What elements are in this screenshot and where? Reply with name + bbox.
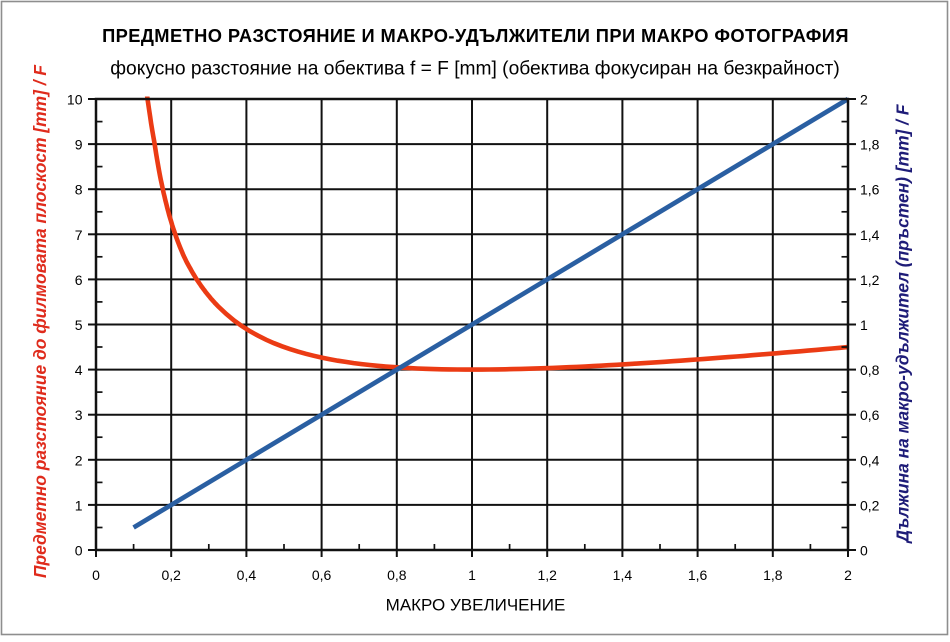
svg-text:10: 10 xyxy=(67,92,83,108)
svg-text:0,8: 0,8 xyxy=(860,362,880,378)
svg-text:Дължина на макро-удължител (пр: Дължина на макро-удължител (пръстен) [mm… xyxy=(893,104,913,544)
svg-text:4: 4 xyxy=(75,362,83,378)
svg-text:2: 2 xyxy=(75,452,83,468)
svg-text:0: 0 xyxy=(92,567,100,583)
svg-text:0,8: 0,8 xyxy=(387,567,407,583)
svg-text:0,4: 0,4 xyxy=(860,452,880,468)
svg-text:ПРЕДМЕТНО РАЗСТОЯНИЕ И МАКРО-У: ПРЕДМЕТНО РАЗСТОЯНИЕ И МАКРО-УДЪЛЖИТЕЛИ … xyxy=(102,25,849,46)
svg-text:7: 7 xyxy=(75,227,83,243)
svg-text:0,2: 0,2 xyxy=(161,567,181,583)
svg-text:1: 1 xyxy=(860,317,868,333)
svg-text:5: 5 xyxy=(75,317,83,333)
svg-text:1,4: 1,4 xyxy=(860,227,880,243)
svg-text:1,6: 1,6 xyxy=(688,567,708,583)
svg-text:1,2: 1,2 xyxy=(860,272,880,288)
svg-text:2: 2 xyxy=(860,92,868,108)
svg-text:0,2: 0,2 xyxy=(860,497,880,513)
svg-text:6: 6 xyxy=(75,272,83,288)
svg-text:2: 2 xyxy=(844,567,852,583)
svg-text:0: 0 xyxy=(75,543,83,559)
svg-text:0: 0 xyxy=(860,543,868,559)
svg-text:МАКРО УВЕЛИЧЕНИЕ: МАКРО УВЕЛИЧЕНИЕ xyxy=(386,596,566,615)
svg-text:3: 3 xyxy=(75,407,83,423)
svg-text:0,4: 0,4 xyxy=(237,567,257,583)
svg-text:1,6: 1,6 xyxy=(860,182,880,198)
svg-text:Предметно разстояние до филмов: Предметно разстояние до филмовата плоско… xyxy=(30,65,50,578)
svg-text:0,6: 0,6 xyxy=(312,567,332,583)
svg-text:1: 1 xyxy=(468,567,476,583)
svg-text:9: 9 xyxy=(75,137,83,153)
svg-text:0,6: 0,6 xyxy=(860,407,880,423)
svg-text:1,4: 1,4 xyxy=(613,567,633,583)
svg-text:8: 8 xyxy=(75,182,83,198)
svg-text:фокусно разстояние на обектива: фокусно разстояние на обектива f = F [mm… xyxy=(110,59,839,80)
svg-text:1,8: 1,8 xyxy=(860,137,880,153)
svg-text:1,8: 1,8 xyxy=(763,567,783,583)
svg-text:1,2: 1,2 xyxy=(537,567,557,583)
svg-text:1: 1 xyxy=(75,497,83,513)
